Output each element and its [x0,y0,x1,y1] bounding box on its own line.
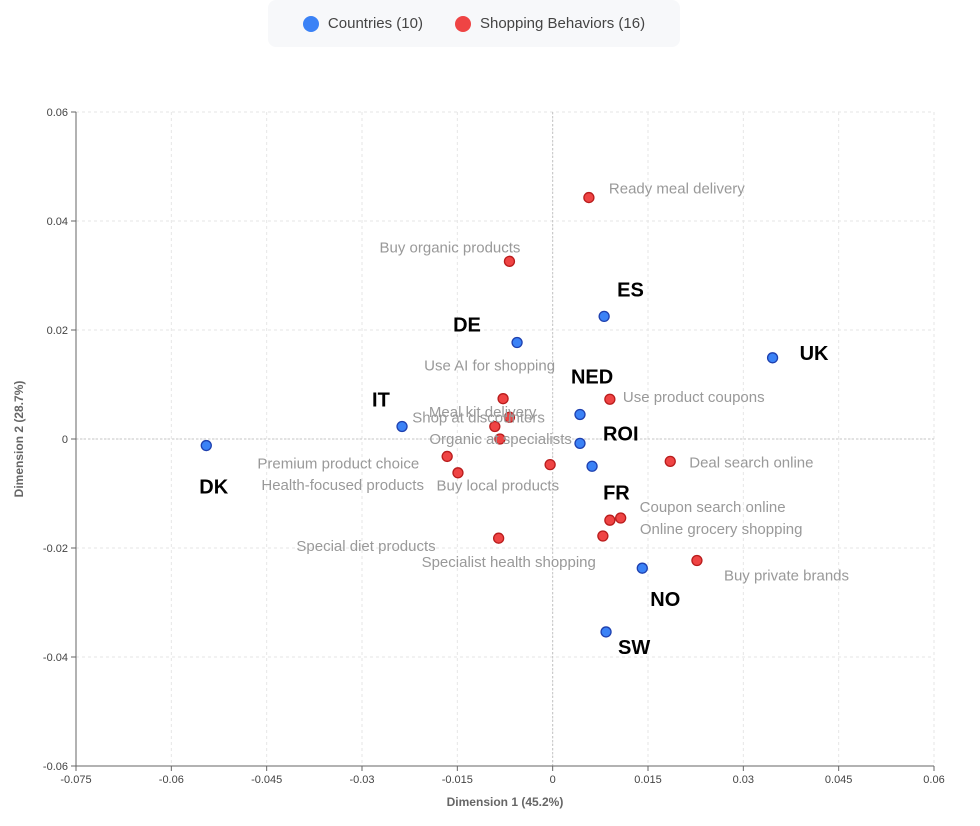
behavior-label-premium-product-choice: Premium product choice [257,455,419,472]
behaviors-legend-label: Shopping Behaviors (16) [479,15,646,32]
country-point-uk[interactable] [766,352,779,364]
point-labels: DK IT DE ES UK NED ROI FR NO SW Ready meal deliver… [199,181,849,659]
country-label-roi: ROI [603,423,639,445]
legend: Countries (10) Shopping Behaviors (16) [268,0,680,47]
x-tick-label: 0.06 [923,774,944,786]
x-tick-label: 0.045 [825,774,853,786]
country-label-fr: FR [603,482,630,504]
x-tick-label: 0.03 [733,774,754,786]
behaviors-legend-marker [454,15,471,32]
country-point-es[interactable] [598,310,610,323]
country-label-uk: UK [800,343,829,365]
data-points [200,191,779,638]
behavior-point-online-grocery-shopping[interactable] [604,514,616,526]
y-tick-label: 0.04 [47,216,68,228]
behavior-label-deal-search-online: Deal search online [689,454,813,471]
country-point-dk[interactable] [200,439,212,452]
behavior-point-coupon-search-online[interactable] [615,512,627,524]
behavior-label-buy-private-brands: Buy private brands [724,568,849,585]
countries-legend-label: Countries (10) [327,15,423,32]
behavior-point-use-product-coupons[interactable] [604,393,616,405]
legend-item-countries[interactable]: Countries (10) [302,15,423,32]
country-label-no: NO [650,589,680,611]
y-ticks: 0.06 0.04 0.02 0 -0.02 -0.04 -0.06 [43,107,76,773]
behavior-label-coupon-search-online: Coupon search online [640,499,786,516]
behavior-label-health-focused-products: Health-focused products [261,477,424,494]
behavior-label-shop-at-discounters: Shop at discounters [412,409,545,426]
behavior-label-ready-meal-delivery: Ready meal delivery [609,181,745,198]
country-label-dk: DK [199,477,228,499]
country-label-sw: SW [618,637,650,659]
countries-legend-marker [302,15,319,32]
x-axis-title: Dimension 1 (45.2%) [447,795,564,809]
behavior-label-online-grocery-shopping: Online grocery shopping [640,521,803,538]
behavior-label-organic-at-specialists: Organic at specialists [429,431,572,448]
country-point-roi[interactable] [574,437,586,450]
country-point-fr[interactable] [586,460,598,472]
country-point-ned[interactable] [574,408,586,421]
behavior-label-meal-kit-delivery: Meal kit delivery [429,404,537,421]
behavior-label-special-diet-products: Special diet products [296,538,435,555]
behavior-label-buy-organic-products: Buy organic products [380,239,521,256]
y-tick-label: 0.02 [47,325,68,337]
country-label-de: DE [453,315,481,337]
behavior-point-buy-local-products[interactable] [544,458,556,471]
country-point-de[interactable] [511,336,523,349]
x-tick-label: -0.015 [442,774,473,786]
y-tick-label: 0.06 [47,107,68,119]
behavior-label-buy-local-products: Buy local products [437,478,560,495]
behavior-point-ready-meal-delivery[interactable] [583,191,595,204]
x-tick-label: -0.075 [60,774,91,786]
y-tick-label: 0 [62,434,68,446]
behavior-point-special-diet-products[interactable] [492,532,505,544]
behavior-point-buy-private-brands[interactable] [691,554,703,567]
country-label-ned: NED [571,366,613,388]
behavior-point-premium-product-choice[interactable] [441,450,453,463]
legend-item-behaviors[interactable]: Shopping Behaviors (16) [454,15,646,32]
x-tick-label: 0.015 [634,774,662,786]
x-ticks: -0.075 -0.06 -0.045 -0.03 -0.015 0 0.015 0.03 0.… [60,766,945,786]
behavior-point-health-focused-products[interactable] [452,467,464,479]
country-label-es: ES [617,279,644,301]
behavior-label-specialist-health-shopping: Specialist health shopping [422,554,596,571]
country-label-it: IT [372,389,390,411]
y-tick-label: -0.06 [43,761,68,773]
country-point-no[interactable] [636,562,648,574]
behavior-label-use-ai-for-shopping: Use AI for shopping [424,358,555,375]
behavior-point-buy-organic-products[interactable] [503,255,516,267]
y-axis-title: Dimension 2 (28.7%) [12,381,26,498]
behavior-point-organic-at-specialists[interactable] [494,433,506,445]
behavior-point-deal-search-online[interactable] [664,455,676,467]
behavior-label-use-product-coupons: Use product coupons [623,389,765,406]
y-tick-label: -0.04 [43,652,68,664]
y-tick-label: -0.02 [43,543,68,555]
behavior-point-specialist-health-shopping[interactable] [597,530,609,542]
behavior-point-meal-kit-delivery[interactable] [503,411,516,423]
behavior-point-shop-at-discounters[interactable] [489,420,501,433]
x-tick-label: -0.03 [349,774,374,786]
x-tick-label: -0.045 [251,774,282,786]
country-point-it[interactable] [396,420,408,433]
behavior-point-use-ai-for-shopping[interactable] [497,393,509,405]
x-tick-label: 0 [550,774,556,786]
x-tick-label: -0.06 [159,774,184,786]
country-point-sw[interactable] [600,626,612,638]
